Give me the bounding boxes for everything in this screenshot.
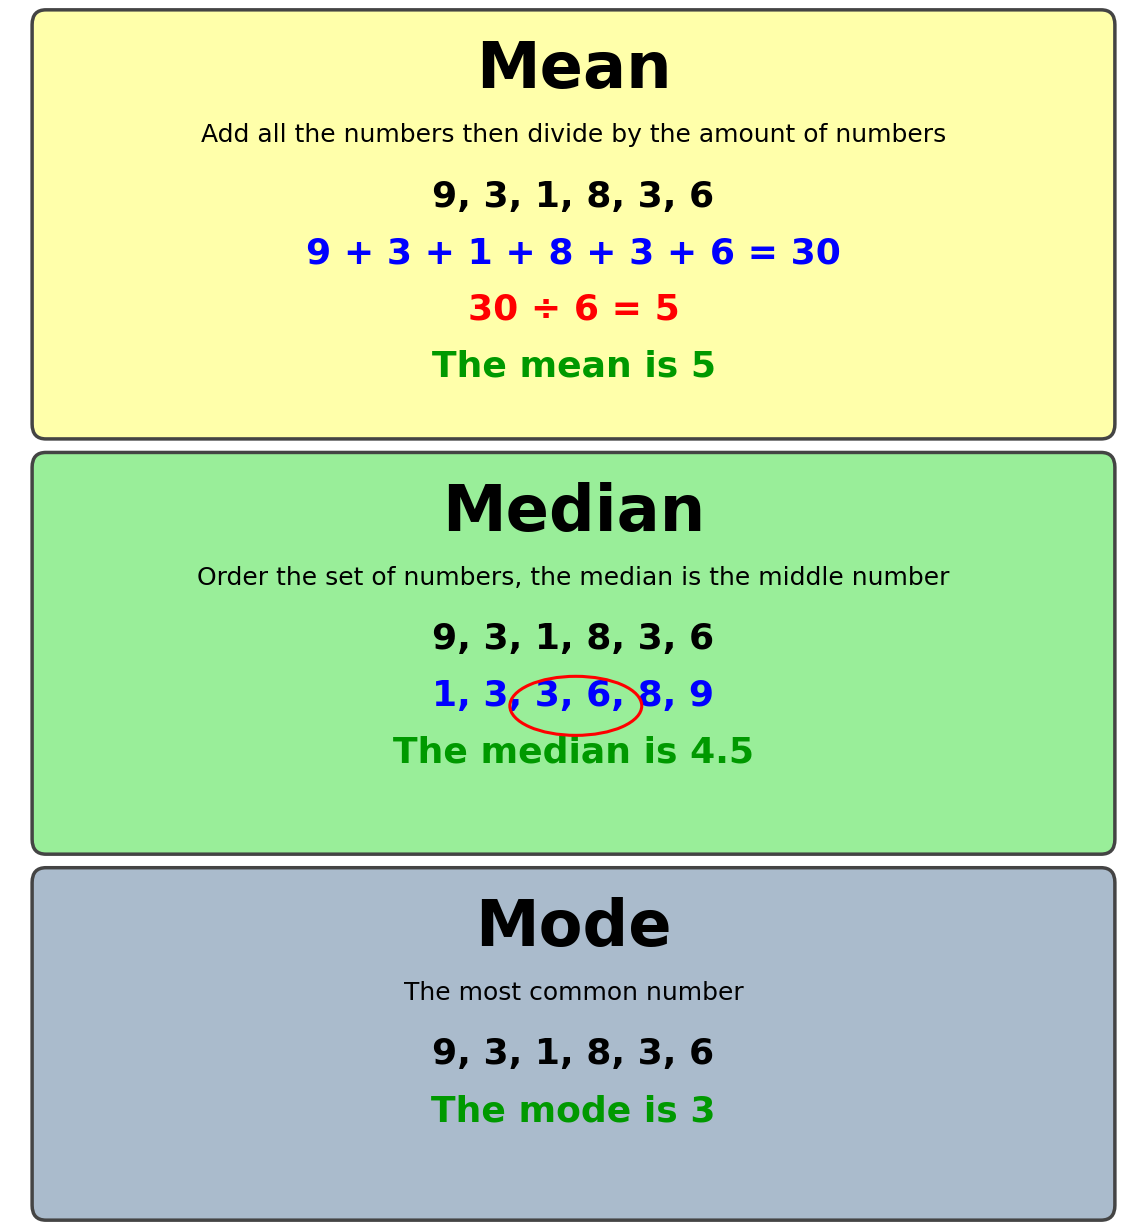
Text: The mode is 3: The mode is 3 [431,1093,716,1128]
Text: The most common number: The most common number [404,980,743,1005]
Text: 9, 3, 1, 8, 3, 6: 9, 3, 1, 8, 3, 6 [432,622,715,656]
Text: 9, 3, 1, 8, 3, 6: 9, 3, 1, 8, 3, 6 [432,180,715,214]
FancyBboxPatch shape [32,867,1115,1220]
FancyBboxPatch shape [32,10,1115,439]
Text: Mean: Mean [476,39,671,101]
Text: 9, 3, 1, 8, 3, 6: 9, 3, 1, 8, 3, 6 [432,1037,715,1071]
Text: 1, 3, 3, 6, 8, 9: 1, 3, 3, 6, 8, 9 [432,679,715,712]
Text: The median is 4.5: The median is 4.5 [393,736,754,769]
Text: 9 + 3 + 1 + 8 + 3 + 6 = 30: 9 + 3 + 1 + 8 + 3 + 6 = 30 [306,236,841,271]
Text: Add all the numbers then divide by the amount of numbers: Add all the numbers then divide by the a… [201,123,946,148]
Text: 30 ÷ 6 = 5: 30 ÷ 6 = 5 [468,293,679,327]
Text: Median: Median [442,482,705,544]
FancyBboxPatch shape [32,453,1115,854]
Text: The mean is 5: The mean is 5 [431,349,716,384]
Text: Mode: Mode [475,897,672,959]
Text: Order the set of numbers, the median is the middle number: Order the set of numbers, the median is … [197,566,950,589]
